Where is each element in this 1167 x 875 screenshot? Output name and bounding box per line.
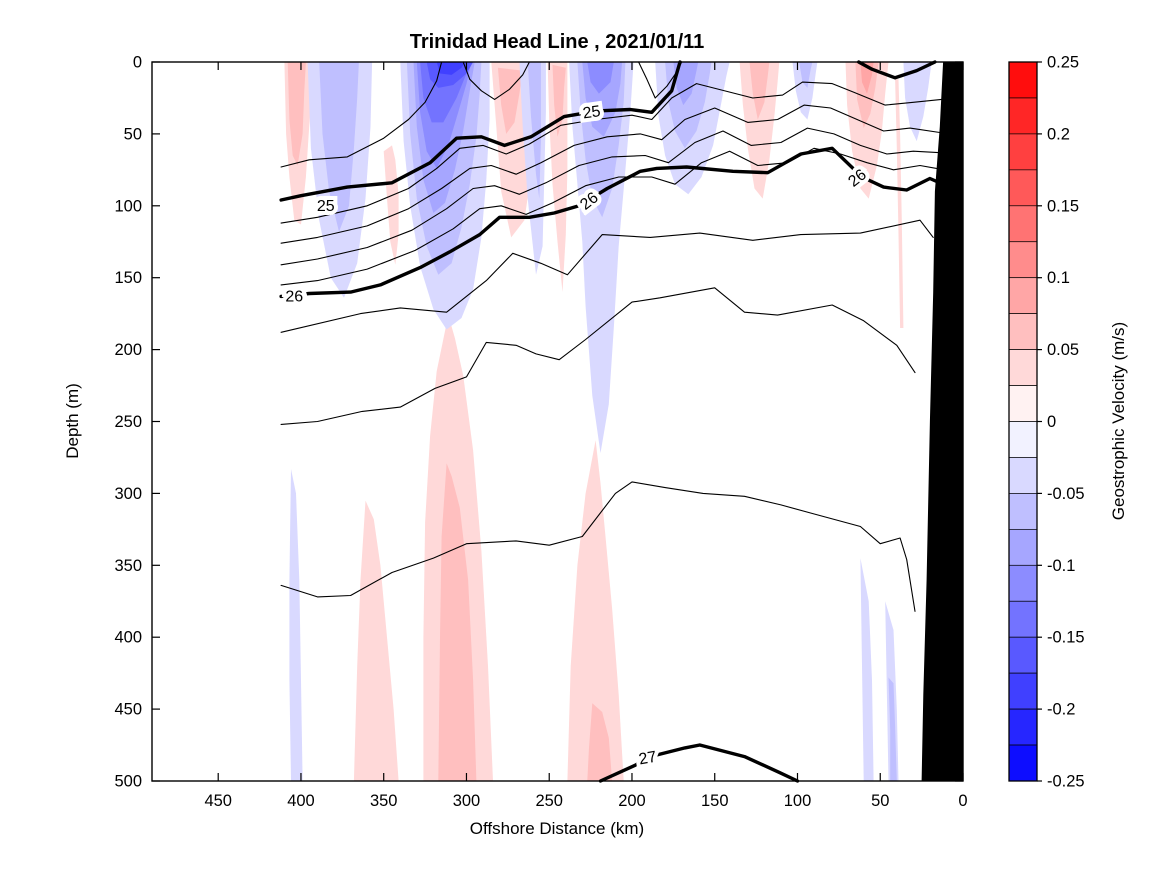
velocity-fill-neg-blob-220km-outer bbox=[569, 62, 634, 454]
colorbar-segment bbox=[1008, 636, 1038, 674]
density-contour-25.2-thin bbox=[280, 81, 943, 224]
colorbar-tick-label: 0 bbox=[1047, 413, 1056, 431]
colorbar-segment bbox=[1008, 744, 1038, 782]
y-tick-label: 450 bbox=[114, 701, 142, 719]
velocity-fill-neg-blob-165km-l3 bbox=[673, 62, 699, 106]
colorbar-segment bbox=[1008, 421, 1038, 458]
colorbar-segment bbox=[1008, 672, 1038, 710]
density-contour-25.4-thin bbox=[280, 104, 941, 244]
colorbar-segment bbox=[1008, 277, 1038, 315]
x-tick-label: 250 bbox=[535, 792, 563, 810]
y-axis-label: Depth (m) bbox=[63, 383, 82, 459]
colorbar-tick-label: -0.2 bbox=[1047, 701, 1075, 719]
colorbar-segment bbox=[1008, 97, 1038, 135]
density-contour-24.8-thin bbox=[280, 61, 443, 168]
y-tick-label: 150 bbox=[114, 269, 142, 287]
velocity-fill-pos-column-410km-core bbox=[287, 62, 306, 166]
velocity-fill-neg-blob-95km-core bbox=[799, 62, 813, 88]
colorbar-tick-label: 0.2 bbox=[1047, 125, 1070, 143]
x-tick-label: 350 bbox=[370, 792, 398, 810]
y-tick-label: 300 bbox=[114, 485, 142, 503]
velocity-fill-neg-blob-310km-l7 bbox=[436, 62, 465, 75]
contour-label-25: 25 bbox=[317, 198, 335, 215]
contour-label-27: 27 bbox=[637, 749, 658, 769]
velocity-fill-neg-blob-220km-l4 bbox=[587, 62, 614, 94]
colorbar-tick-label: -0.15 bbox=[1047, 629, 1085, 647]
x-tick-label: 100 bbox=[784, 792, 812, 810]
y-tick-label: 250 bbox=[114, 413, 142, 431]
colorbar-segment bbox=[1008, 133, 1038, 171]
y-tick-label: 100 bbox=[114, 197, 142, 215]
colorbar-tick-label: -0.25 bbox=[1047, 773, 1085, 791]
velocity-fill-pos-coastal-55km-mid bbox=[855, 62, 879, 129]
colorbar-tick-label: 0.15 bbox=[1047, 197, 1079, 215]
colorbar-tick-label: -0.05 bbox=[1047, 485, 1085, 503]
colorbar-segment bbox=[1008, 205, 1038, 243]
y-tick-label: 50 bbox=[124, 125, 142, 143]
density-contour-25.6-thin bbox=[280, 127, 939, 266]
density-contour-26.4-thin bbox=[280, 287, 916, 425]
colorbar-tick-label: 0.05 bbox=[1047, 341, 1079, 359]
x-tick-label: 200 bbox=[618, 792, 646, 810]
velocity-fill-pos-deep-220km-core bbox=[587, 703, 613, 781]
y-tick-label: 400 bbox=[114, 629, 142, 647]
colorbar-tick-label: 0.25 bbox=[1047, 54, 1079, 72]
contour-label-26: 26 bbox=[285, 288, 303, 305]
colorbar-segment bbox=[1008, 493, 1038, 530]
x-tick-label: 300 bbox=[453, 792, 481, 810]
colorbar-label: Geostrophic Velocity (m/s) bbox=[1109, 322, 1128, 520]
density-contour-26.2-thin bbox=[280, 219, 934, 333]
y-tick-label: 350 bbox=[114, 557, 142, 575]
colorbar-segment bbox=[1008, 313, 1038, 350]
colorbar-tick-label: 0.1 bbox=[1047, 269, 1070, 287]
velocity-fill-pos-column-270km-core bbox=[497, 67, 523, 134]
velocity-fill-pos-sliver-345km bbox=[383, 145, 399, 265]
y-tick-label: 200 bbox=[114, 341, 142, 359]
velocity-fill-neg-deep-403km bbox=[289, 469, 303, 781]
velocity-fill-neg-deep-43km-core bbox=[888, 677, 897, 781]
x-tick-label: 0 bbox=[958, 792, 967, 810]
colorbar-segment bbox=[1008, 241, 1038, 279]
colorbar-segment bbox=[1008, 349, 1038, 386]
velocity-fill-pos-deep-305km-core bbox=[438, 463, 477, 781]
velocity-fill-neg-blob-310km-l6 bbox=[426, 62, 474, 88]
y-tick-label: 500 bbox=[114, 773, 142, 791]
land-seafloor-mask bbox=[921, 62, 963, 781]
colorbar-segment bbox=[1008, 385, 1038, 422]
contour-label-25: 25 bbox=[582, 103, 602, 122]
velocity-fill-neg-deep-58km bbox=[860, 558, 874, 781]
velocity-fill-pos-coastal-55km-outer bbox=[845, 62, 889, 199]
density-contour-25-thick bbox=[857, 60, 937, 80]
velocity-fill-pos-column-125km-core bbox=[749, 62, 770, 120]
velocity-fill-neg-blob-95km-outer bbox=[792, 62, 818, 120]
density-contour-26.6-thin bbox=[280, 481, 916, 612]
velocity-fill-pos-sliver-38km bbox=[895, 79, 904, 328]
colorbar-segment bbox=[1008, 564, 1038, 602]
velocity-fill-pos-deep-220km-outer bbox=[567, 440, 624, 781]
x-tick-label: 400 bbox=[287, 792, 315, 810]
x-tick-label: 450 bbox=[204, 792, 232, 810]
density-contour-27-thick bbox=[598, 743, 800, 783]
colorbar-segment bbox=[1008, 600, 1038, 638]
density-contour-26-thick bbox=[279, 146, 942, 299]
plot-title: Trinidad Head Line , 2021/01/11 bbox=[410, 31, 705, 53]
colorbar-segment bbox=[1008, 528, 1038, 566]
x-tick-label: 50 bbox=[871, 792, 889, 810]
y-tick-label: 0 bbox=[133, 54, 142, 72]
density-contour-25-thick bbox=[279, 60, 682, 202]
velocity-fill-pos-deep-355km bbox=[353, 500, 399, 781]
x-axis-label: Offshore Distance (km) bbox=[470, 819, 644, 838]
colorbar-segment bbox=[1008, 169, 1038, 207]
x-tick-label: 150 bbox=[701, 792, 729, 810]
colorbar-segment bbox=[1008, 457, 1038, 494]
density-contour-24.8-thin bbox=[462, 61, 530, 100]
colorbar-segment bbox=[1008, 61, 1038, 99]
colorbar-segment bbox=[1008, 708, 1038, 746]
colorbar-tick-label: -0.1 bbox=[1047, 557, 1075, 575]
density-contour-25.8-thin bbox=[280, 147, 938, 286]
